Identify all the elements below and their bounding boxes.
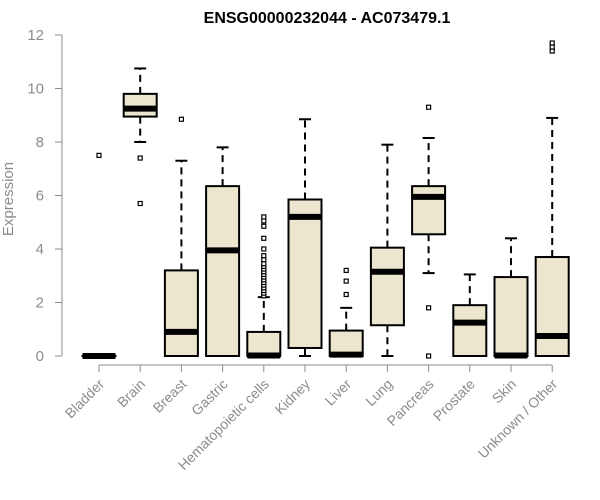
box-body	[246, 330, 282, 357]
box-body	[163, 269, 199, 357]
box-gastric	[205, 146, 241, 357]
outlier-point	[549, 40, 555, 46]
x-tick-label: Skin	[489, 376, 520, 407]
outlier-point	[96, 152, 102, 158]
x-tick-label: Prostate	[430, 376, 478, 424]
y-axis: 0 2 4 6 8 10 12	[27, 27, 63, 365]
x-tick-label: Lung	[362, 376, 395, 409]
y-tick-label: 8	[36, 134, 44, 151]
box-body	[205, 185, 241, 357]
box-pancreas	[411, 104, 447, 359]
box-liver	[328, 267, 364, 358]
outlier-point	[137, 200, 143, 207]
box-body	[411, 185, 447, 236]
box-body	[452, 304, 488, 357]
outlier-point	[343, 267, 349, 273]
box-body	[369, 246, 405, 327]
box-breast	[163, 116, 199, 357]
outlier-point	[261, 223, 267, 229]
x-tick-label: Liver	[322, 376, 355, 409]
y-tick-label: 6	[36, 188, 44, 205]
outlier-point	[261, 214, 267, 220]
outlier-point	[343, 278, 349, 284]
x-tick-label: Kidney	[272, 376, 314, 418]
box-hematopoietic-cells	[246, 214, 282, 359]
box-lung	[369, 143, 405, 357]
box-body	[534, 256, 570, 357]
box-body	[287, 198, 323, 349]
x-tick-label: Bladder	[62, 376, 108, 422]
outlier-point	[137, 155, 143, 161]
y-axis-label: Expression	[0, 162, 17, 236]
y-tick-label: 4	[36, 241, 44, 258]
outlier-point	[343, 291, 349, 298]
outlier-point	[426, 104, 432, 110]
box-kidney	[287, 118, 323, 357]
outlier-point	[178, 116, 184, 122]
box-brain	[122, 67, 158, 207]
x-tick-label: Breast	[150, 376, 190, 416]
outlier-point	[261, 261, 267, 267]
outlier-point	[261, 246, 267, 252]
outlier-point	[261, 253, 267, 259]
box-unknown-other	[534, 40, 570, 357]
outlier-point	[261, 257, 267, 263]
y-tick-label: 12	[27, 27, 44, 44]
outlier-point	[426, 305, 432, 311]
y-tick-label: 2	[36, 295, 44, 312]
box-skin	[493, 237, 529, 359]
y-tick-label: 10	[27, 81, 44, 98]
outlier-point	[426, 353, 432, 359]
box-body	[493, 276, 529, 357]
x-tick-label: Brain	[114, 376, 148, 410]
plot-area	[81, 40, 570, 359]
outlier-point	[261, 218, 267, 224]
outlier-point	[261, 235, 267, 241]
outlier-point	[549, 44, 555, 50]
box-prostate	[452, 273, 488, 357]
box-body	[122, 92, 158, 118]
outlier-point	[549, 48, 555, 54]
box-bladder	[81, 152, 117, 359]
y-tick-label: 0	[36, 348, 44, 365]
chart-title: ENSG00000232044 - AC073479.1	[204, 10, 451, 27]
